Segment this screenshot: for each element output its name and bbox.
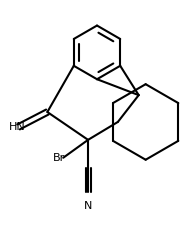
Text: N: N (84, 201, 92, 211)
Text: Br: Br (53, 153, 66, 163)
Text: HN: HN (9, 122, 25, 132)
